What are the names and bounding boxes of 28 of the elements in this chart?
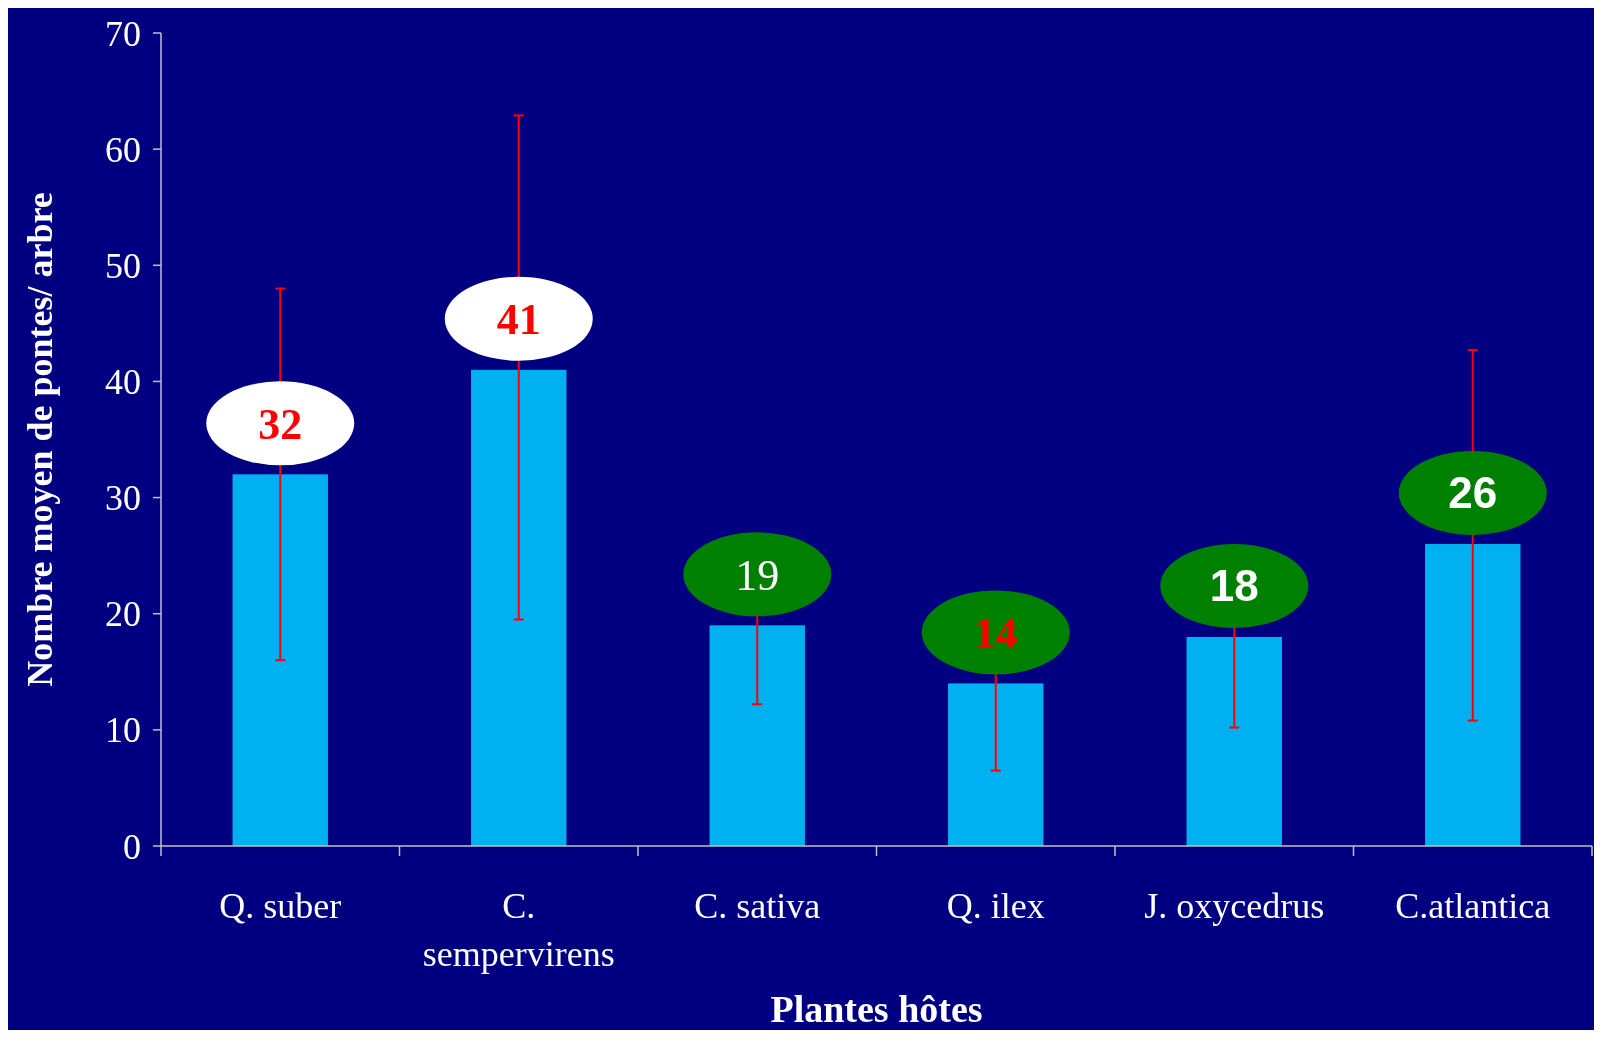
bar [1186,636,1282,846]
data-label: 41 [496,295,541,345]
data-label: 32 [258,399,303,449]
data-label: 26 [1448,468,1498,518]
x-tick-label: C.atlantica [1395,886,1551,926]
data-label: 19 [735,550,780,600]
y-tick-label: 20 [105,594,141,635]
bar [709,625,805,846]
y-tick-label: 70 [105,13,141,54]
x-tick-label: Q. ilex [946,886,1045,926]
x-tick-label: J. oxycedrus [1144,886,1325,926]
y-tick-label: 50 [105,245,141,286]
y-tick-label: 60 [105,129,141,170]
data-label: 14 [973,608,1018,658]
y-tick-label: 40 [105,362,141,403]
x-axis-title: Plantes hôtes [770,988,983,1030]
bar [948,683,1044,846]
y-tick-label: 10 [105,710,141,751]
bar [1425,544,1521,846]
x-tick-label: Q. suber [219,886,342,926]
bar [471,369,567,846]
data-label: 18 [1209,561,1259,611]
y-tick-label: 30 [105,478,141,519]
x-tick-label: C. sempervirens [422,886,615,974]
y-axis-title: Nombre moyen de pontes/ arbre [20,192,60,687]
x-tick-label: C. sativa [694,886,821,926]
y-tick-label: 0 [123,826,141,867]
bar [232,474,328,846]
